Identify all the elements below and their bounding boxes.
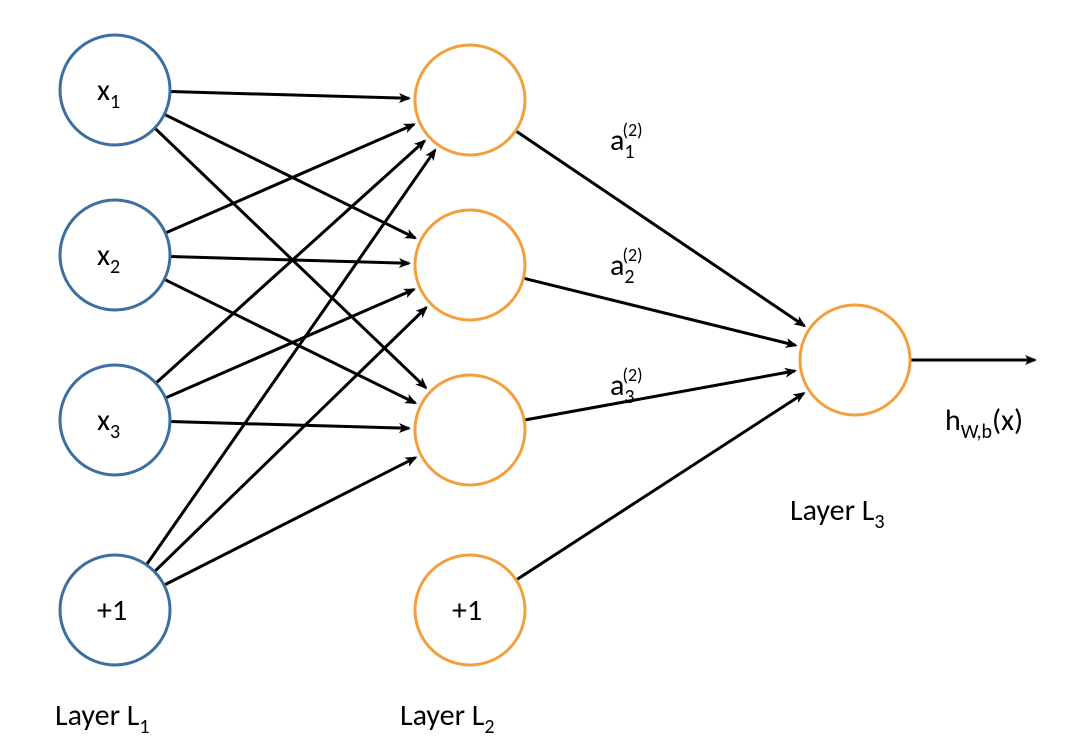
- edges-layer1-to-layer2: [146, 92, 435, 586]
- edge-label-h1: a1(2): [610, 119, 643, 164]
- edge-x3-h2: [165, 289, 414, 398]
- layer-label-L3: Layer L3: [790, 492, 885, 534]
- neural-network-diagram: x1x2x3+1+1 a1(2)a2(2)a3(2)hW,b(x) Layer …: [0, 0, 1070, 755]
- edge-b1-h3: [164, 458, 416, 586]
- node-h1: [415, 45, 525, 155]
- edge-h2-o1: [523, 278, 795, 345]
- layer-label-L1: Layer L1: [55, 697, 150, 739]
- node-o1: [800, 305, 910, 415]
- node-h3: [415, 375, 525, 485]
- edge-b2-o1: [516, 393, 804, 580]
- edge-x3-h3: [170, 422, 409, 429]
- edge-x2-h1: [165, 124, 414, 233]
- edge-h3-o1: [524, 371, 795, 420]
- edge-label-h2: a2(2): [610, 244, 643, 289]
- layer-label-L2: Layer L2: [400, 697, 495, 739]
- edge-x1-h1: [170, 92, 409, 99]
- edge-x1-h2: [164, 114, 415, 238]
- nodes-group: x1x2x3+1+1: [60, 35, 910, 665]
- edges-layer2-to-layer3: [516, 131, 805, 580]
- node-label-b2: +1: [452, 592, 482, 629]
- edge-label-h3: a3(2): [610, 364, 643, 409]
- edge-h1-o1: [516, 131, 805, 326]
- edge-b1-h1: [146, 150, 435, 565]
- output-label: hW,b(x): [945, 402, 1023, 444]
- node-label-b1: +1: [97, 592, 127, 629]
- node-h2: [415, 210, 525, 320]
